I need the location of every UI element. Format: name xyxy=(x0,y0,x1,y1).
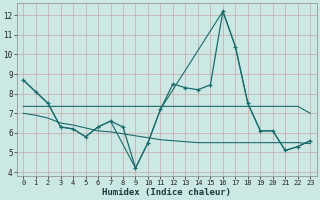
X-axis label: Humidex (Indice chaleur): Humidex (Indice chaleur) xyxy=(102,188,231,197)
